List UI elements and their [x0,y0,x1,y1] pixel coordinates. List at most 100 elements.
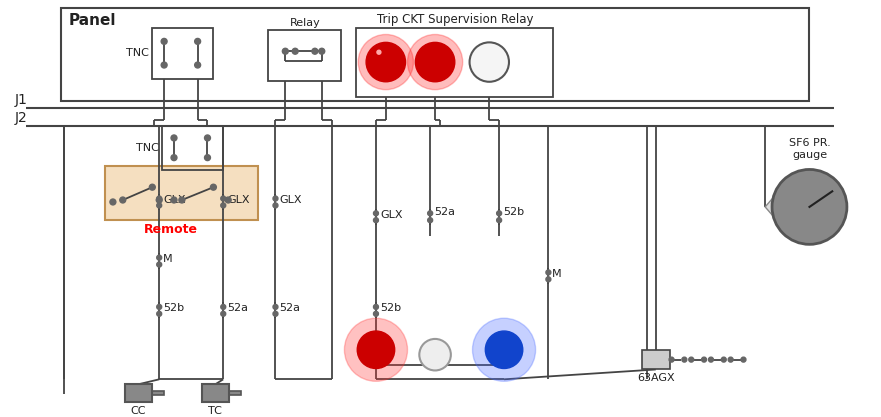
Circle shape [374,218,379,223]
Bar [152,28,213,79]
Circle shape [273,203,278,208]
Bar [229,391,241,395]
Circle shape [273,196,278,201]
Circle shape [226,197,231,203]
Circle shape [701,357,707,362]
Circle shape [157,196,162,201]
Circle shape [171,197,177,203]
Circle shape [497,218,501,223]
Circle shape [497,211,501,216]
Text: 52b: 52b [503,207,524,217]
Circle shape [415,43,455,82]
Circle shape [419,339,451,370]
Text: SF6 PR.
gauge: SF6 PR. gauge [788,138,831,160]
Circle shape [161,38,167,44]
Circle shape [377,50,381,54]
Circle shape [546,270,551,275]
Circle shape [221,304,226,309]
Circle shape [689,357,693,362]
Circle shape [157,311,162,316]
Circle shape [366,43,405,82]
Text: M: M [552,269,562,279]
Bar [202,384,229,402]
Circle shape [204,135,211,141]
Text: TC: TC [209,406,222,416]
Circle shape [150,184,155,190]
Polygon shape [765,192,778,222]
Text: Relay: Relay [290,18,321,28]
Circle shape [729,357,733,362]
Text: C: C [430,56,440,70]
Circle shape [195,38,201,44]
Bar [162,126,223,171]
Circle shape [682,357,687,362]
Circle shape [427,211,433,216]
Bar [642,350,670,369]
Circle shape [157,255,162,260]
Bar [105,166,258,220]
Bar [356,28,553,97]
Bar [61,8,810,101]
Text: CC: CC [130,406,146,416]
Circle shape [374,211,379,216]
Text: GLX: GLX [279,195,302,205]
Text: J1: J1 [14,93,27,108]
Text: GLX: GLX [227,195,249,205]
Text: TNC: TNC [137,143,159,153]
Text: 63AGX: 63AGX [637,373,675,383]
Circle shape [485,331,522,369]
Text: GLX: GLX [163,195,186,205]
Circle shape [273,304,278,309]
Text: J2: J2 [14,111,27,125]
Circle shape [157,262,162,267]
Circle shape [171,135,177,141]
Circle shape [470,43,509,82]
Circle shape [292,48,298,54]
Circle shape [722,357,726,362]
Circle shape [221,196,226,201]
Circle shape [211,184,217,190]
Circle shape [546,277,551,282]
Text: B: B [484,56,494,70]
Circle shape [374,304,379,309]
Circle shape [741,357,746,362]
Text: 52a: 52a [434,207,455,217]
Circle shape [358,331,395,369]
Circle shape [221,203,226,208]
Circle shape [157,304,162,309]
Bar [125,384,152,402]
Circle shape [161,62,167,68]
Circle shape [120,197,126,203]
Circle shape [171,155,177,161]
Circle shape [669,357,674,362]
Circle shape [204,155,211,161]
Circle shape [319,48,325,54]
Circle shape [221,311,226,316]
Circle shape [273,311,278,316]
Circle shape [179,197,185,203]
Text: 52a: 52a [227,304,248,314]
Circle shape [472,318,536,381]
Bar [152,391,164,395]
Text: 52b: 52b [163,304,184,314]
Text: Remote: Remote [144,223,198,236]
Circle shape [110,199,116,205]
Circle shape [427,218,433,223]
Text: M: M [163,254,173,264]
Text: 52a: 52a [279,304,300,314]
Circle shape [374,311,379,316]
Text: A: A [381,56,391,70]
Circle shape [359,35,413,90]
Circle shape [283,48,288,54]
Circle shape [772,169,847,244]
Circle shape [708,357,714,362]
Text: 52b: 52b [380,304,401,314]
Bar [268,30,342,81]
Circle shape [156,197,162,203]
Circle shape [157,203,162,208]
Circle shape [312,48,318,54]
Text: TNC: TNC [127,48,150,58]
Circle shape [344,318,408,381]
Circle shape [408,35,463,90]
Text: GLX: GLX [380,210,403,220]
